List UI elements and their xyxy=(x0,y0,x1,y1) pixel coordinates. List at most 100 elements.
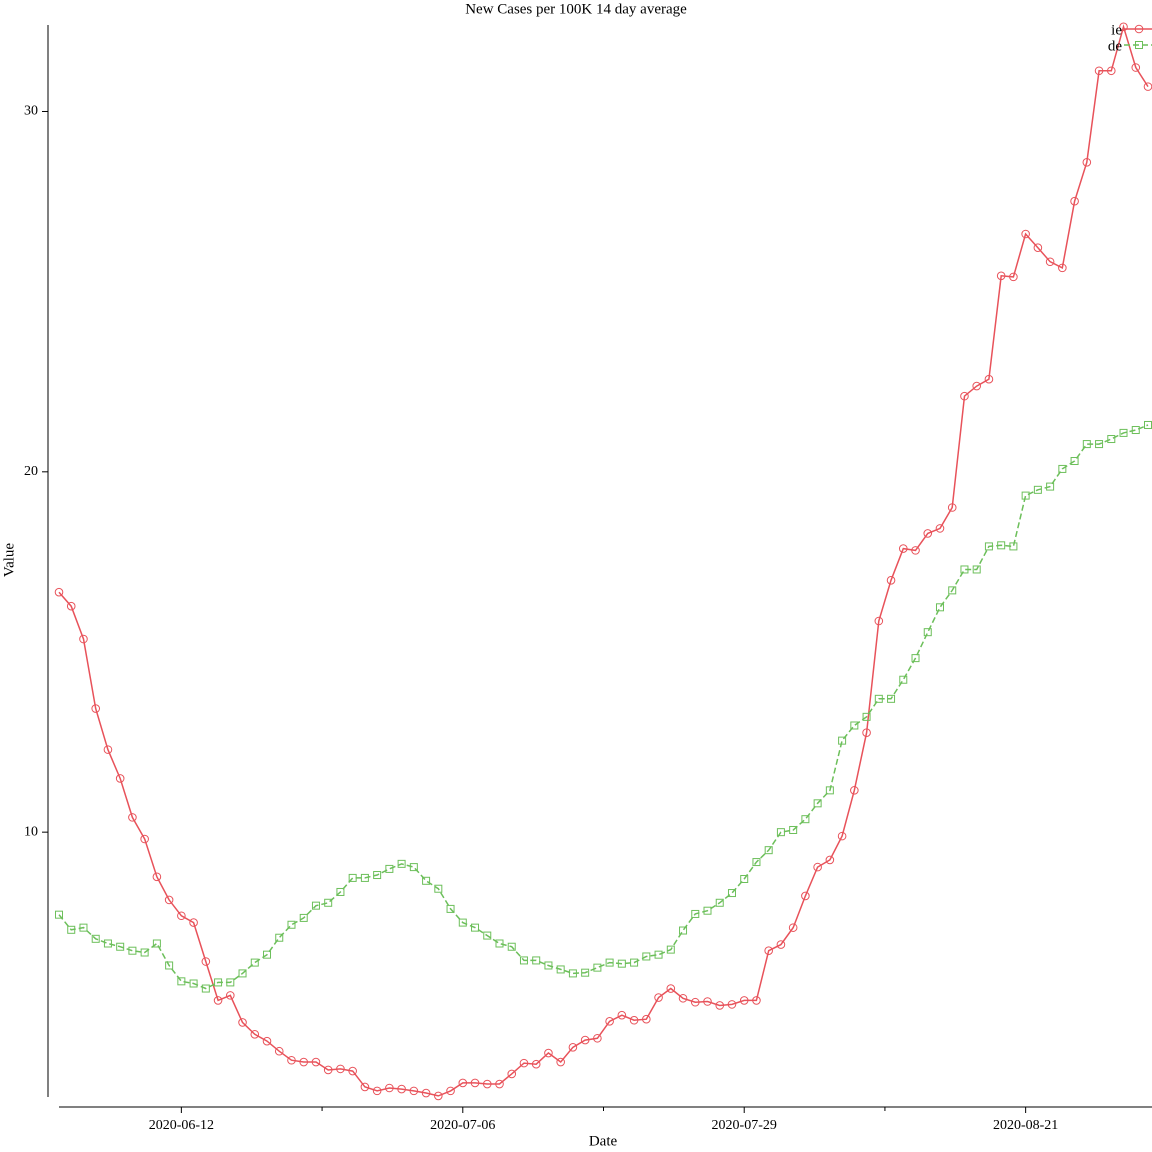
point xyxy=(1033,243,1043,252)
point xyxy=(201,984,210,993)
point xyxy=(703,906,712,915)
point xyxy=(752,996,761,1005)
point xyxy=(1046,482,1055,491)
point xyxy=(580,1035,590,1045)
legend-label: de xyxy=(1108,38,1123,54)
point xyxy=(1131,426,1140,435)
point xyxy=(960,565,969,574)
legend-label: ie xyxy=(1111,22,1122,38)
point xyxy=(911,654,920,663)
point xyxy=(789,825,798,834)
point xyxy=(263,950,272,959)
point xyxy=(764,946,773,956)
point xyxy=(874,616,884,626)
point xyxy=(213,996,223,1005)
point xyxy=(360,1082,370,1092)
point xyxy=(482,1079,492,1089)
point xyxy=(886,575,896,585)
point xyxy=(997,541,1006,550)
point xyxy=(164,895,174,905)
point xyxy=(1082,440,1091,449)
point xyxy=(1094,66,1104,76)
point xyxy=(1033,485,1042,494)
point xyxy=(116,942,125,951)
point xyxy=(850,786,859,795)
point xyxy=(1095,440,1104,449)
point xyxy=(544,961,553,970)
point xyxy=(776,940,786,949)
point xyxy=(568,969,577,978)
point xyxy=(446,1086,455,1096)
point xyxy=(666,984,676,993)
point xyxy=(764,846,773,855)
point xyxy=(556,1057,565,1067)
point xyxy=(67,925,76,934)
point xyxy=(287,1055,296,1065)
point xyxy=(434,884,443,893)
point xyxy=(385,864,394,873)
point xyxy=(740,874,749,883)
point xyxy=(360,873,369,882)
point xyxy=(605,1017,614,1026)
legend-marker xyxy=(1135,41,1143,49)
point xyxy=(948,586,957,595)
point xyxy=(838,736,847,745)
point xyxy=(691,909,700,918)
point xyxy=(752,858,761,867)
point xyxy=(630,958,639,967)
point xyxy=(79,634,88,644)
point xyxy=(715,1001,725,1010)
point xyxy=(397,1084,406,1094)
point xyxy=(128,813,137,822)
point xyxy=(519,1058,529,1068)
point xyxy=(189,918,198,927)
point xyxy=(299,913,308,922)
point xyxy=(238,1018,247,1027)
point xyxy=(458,1078,468,1088)
point xyxy=(727,1000,737,1009)
x-axis-label: Date xyxy=(589,1133,618,1149)
point xyxy=(1119,428,1128,437)
point xyxy=(519,956,528,965)
y-tick-label: 30 xyxy=(24,104,38,119)
point xyxy=(336,1064,345,1074)
point xyxy=(421,1088,431,1098)
point xyxy=(55,910,63,919)
point xyxy=(837,831,847,841)
point xyxy=(813,862,822,872)
point xyxy=(642,952,651,961)
point xyxy=(470,1078,480,1088)
point xyxy=(336,887,345,896)
point xyxy=(947,503,957,512)
point xyxy=(385,1083,394,1093)
point xyxy=(1106,66,1116,76)
point xyxy=(678,993,688,1003)
point xyxy=(617,959,626,968)
point xyxy=(348,1066,357,1076)
point xyxy=(1058,464,1067,473)
point xyxy=(1070,457,1079,466)
point xyxy=(66,601,76,611)
point xyxy=(275,933,284,942)
point xyxy=(165,961,174,970)
point xyxy=(960,391,969,401)
point xyxy=(446,904,455,913)
point xyxy=(409,1086,419,1096)
point xyxy=(1143,82,1152,91)
point xyxy=(483,931,492,940)
point xyxy=(593,963,602,972)
point xyxy=(152,939,161,948)
point xyxy=(984,542,993,551)
point xyxy=(434,1091,443,1101)
point xyxy=(458,918,467,927)
point xyxy=(507,1069,517,1079)
point xyxy=(739,996,749,1005)
point xyxy=(54,587,64,597)
point xyxy=(972,565,981,574)
point xyxy=(373,871,382,880)
point xyxy=(1131,63,1141,72)
point xyxy=(311,1057,321,1067)
series-line xyxy=(58,424,1149,990)
point xyxy=(654,950,663,959)
y-tick-label: 20 xyxy=(24,464,38,479)
